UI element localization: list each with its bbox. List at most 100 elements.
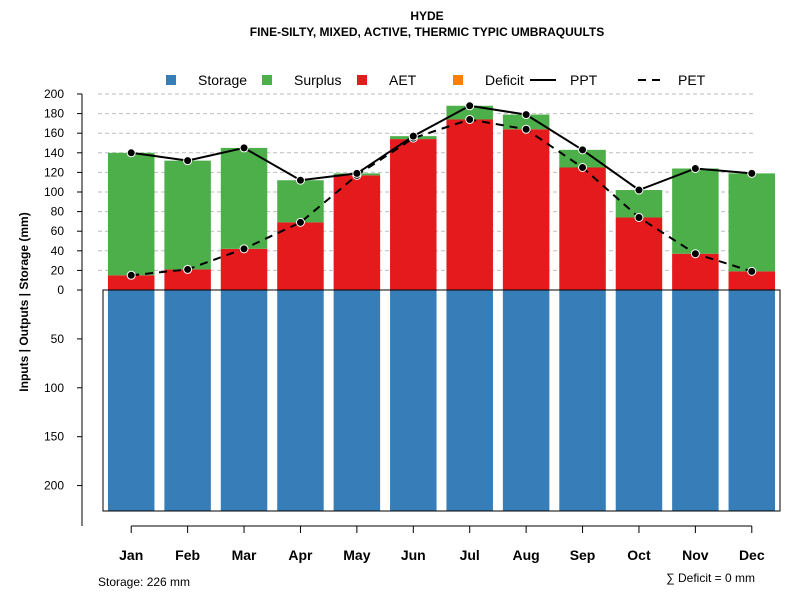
surplus-bar [220,147,268,249]
y-tick-label: 160 [44,126,64,140]
aet-bar [333,175,381,290]
y-tick-label: 100 [44,185,64,199]
storage-bar [220,290,268,511]
y-tick-label: 0 [57,283,64,297]
x-tick-label: Aug [513,547,540,563]
surplus-bar [107,152,155,276]
ppt-point [352,168,362,178]
storage-footer-text: Storage: 226 mm [98,575,190,589]
ppt-point [295,175,305,185]
legend-label: Deficit [485,72,524,88]
legend-swatch [357,75,367,85]
bar-stack [107,105,776,511]
storage-bar [107,290,155,511]
y-tick-label: 200 [44,87,64,101]
legend-label: Surplus [294,72,341,88]
y-axis-label: Inputs | Outputs | Storage (mm) [17,212,31,391]
surplus-bar [672,168,719,254]
y-tick-label: 20 [51,263,65,277]
pet-point [126,270,136,280]
pet-point [239,244,249,254]
chart-subtitle: FINE-SILTY, MIXED, ACTIVE, THERMIC TYPIC… [250,25,604,39]
x-tick-label: Oct [627,547,651,563]
ppt-point [183,156,193,166]
pet-point [690,249,700,259]
x-tick-label: Sep [570,547,596,563]
legend-swatch [453,75,463,85]
ppt-point [747,168,757,178]
storage-bar [446,290,493,511]
line-series [126,101,757,280]
legend: Storage Surplus AET Deficit PPT PET [166,72,706,88]
aet-bar [728,271,776,290]
x-tick-label: May [343,547,370,563]
surplus-bar [615,190,663,218]
y-tick-label: 100 [44,381,64,395]
pet-point [183,264,193,274]
storage-bar [390,290,437,511]
x-tick-label: Jun [401,547,426,563]
pet-point [634,212,644,222]
surplus-bar [277,180,324,223]
aet-bar [164,269,211,290]
x-tick-label: Mar [232,547,257,563]
aet-bar [559,167,606,290]
aet-bar [502,129,550,290]
legend-swatch [166,75,176,85]
aet-bar [615,217,663,290]
storage-bar [672,290,719,511]
y-tick-label: 60 [51,224,65,238]
surplus-bar [164,160,211,270]
aet-bar [672,253,719,290]
ppt-line [131,104,752,192]
y-tick-label: 140 [44,146,64,160]
y-tick-label: 120 [44,165,64,179]
ppt-point [126,148,136,158]
surplus-bar [559,149,606,168]
storage-bar [164,290,211,511]
aet-bar [446,119,493,290]
legend-label: PPT [570,72,598,88]
y-tick-label: 50 [51,332,65,346]
pet-line [131,118,753,277]
x-tick-label: Apr [288,547,313,563]
x-tick-label: Feb [175,547,200,563]
x-tick-label: Nov [682,547,709,563]
ppt-point [521,110,531,120]
aet-bar [107,275,155,290]
pet-point [578,163,588,172]
axes: 0 20 40 60 80 100 120 140 160 180 200 50 100 150 200 Ja… [44,87,781,563]
lower-plot-frame [102,289,781,512]
storage-bar [728,290,776,511]
y-tick-label: 180 [44,107,64,121]
ppt-point [239,143,249,153]
aet-bar [277,222,324,290]
storage-bar [333,290,381,511]
pet-point [747,266,757,276]
storage-bar [559,290,606,511]
surplus-bar [728,173,776,272]
legend-label: AET [389,72,417,88]
ppt-point [634,185,644,195]
surplus-bar [446,105,493,120]
x-tick-label: Dec [739,547,765,563]
deficit-footer-text: ∑ Deficit = 0 mm [666,571,755,585]
y-tick-label: 40 [51,244,65,258]
legend-label: Storage [198,72,247,88]
aet-bar [390,139,437,290]
pet-point [521,124,531,134]
storage-bar [502,290,550,511]
y-tick-label: 150 [44,430,64,444]
surplus-bar [502,114,550,130]
storage-bar [277,290,324,511]
ppt-point [690,163,700,173]
x-tick-label: Jan [119,547,143,563]
ppt-point [465,101,475,111]
legend-swatch [262,75,272,85]
y-tick-label: 80 [51,205,65,219]
legend-label: PET [678,72,706,88]
pet-point [465,114,475,124]
x-tick-label: Jul [460,547,480,563]
chart-title: HYDE [410,9,443,23]
ppt-point [578,145,588,155]
